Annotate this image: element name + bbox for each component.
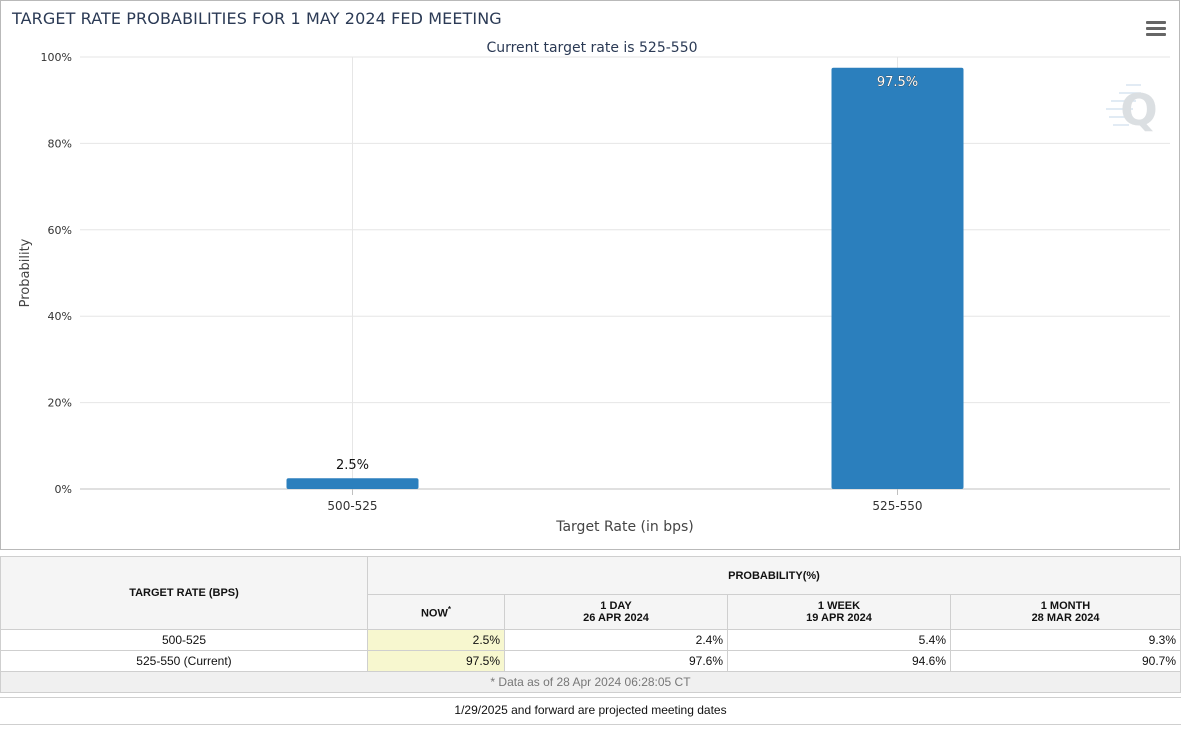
col-now-asterisk: * (447, 604, 451, 614)
bar-chart: Current target rate is 525-550 0% 20% 40% 60… (18, 40, 1170, 535)
row-rate: 500-525 (0, 629, 368, 651)
data-timestamp-note: * Data as of 28 Apr 2024 06:28:05 CT (0, 671, 1181, 693)
col-1day-date: 26 APR 2024 (583, 612, 649, 624)
probability-table: TARGET RATE (BPS) PROBABILITY(%) NOW* 1 … (0, 556, 1181, 693)
chart-subtitle: Current target rate is 525-550 (486, 40, 697, 56)
data-label: 97.5% (877, 75, 918, 90)
target-rate-header: TARGET RATE (BPS) (0, 556, 368, 630)
col-1day-label: 1 DAY (600, 600, 632, 612)
table-row: 525-550 (Current) 97.5% 97.6% 94.6% 90.7… (0, 650, 1181, 672)
chart-title: TARGET RATE PROBABILITIES FOR 1 MAY 2024… (12, 9, 502, 28)
col-1month-header: 1 MONTH 28 MAR 2024 (950, 594, 1181, 630)
col-now-label: NOW (420, 607, 448, 620)
row-1day-value: 97.6% (504, 650, 728, 672)
row-rate: 525-550 (Current) (0, 650, 368, 672)
row-1week-value: 5.4% (727, 629, 951, 651)
col-1week-header: 1 WEEK 19 APR 2024 (727, 594, 951, 630)
row-1month-value: 90.7% (950, 650, 1181, 672)
watermark-letter: Q (1120, 85, 1157, 136)
table-row: 500-525 2.5% 2.4% 5.4% 9.3% (0, 629, 1181, 651)
probability-header: PROBABILITY(%) (367, 556, 1181, 595)
col-1week-date: 19 APR 2024 (806, 612, 872, 624)
hamburger-menu-icon[interactable] (1146, 21, 1166, 37)
x-tick-label: 525-550 (872, 499, 922, 513)
row-now-value: 2.5% (367, 629, 505, 651)
y-tick-label: 100% (41, 51, 72, 64)
col-1month-label: 1 MONTH (1040, 600, 1091, 612)
probability-table-container: TARGET RATE (BPS) PROBABILITY(%) NOW* 1 … (0, 556, 1181, 693)
x-axis-title: Target Rate (in bps) (555, 519, 694, 535)
footnote-row: * Data as of 28 Apr 2024 06:28:05 CT (0, 671, 1181, 693)
col-1month-date: 28 MAR 2024 (1031, 612, 1100, 624)
row-1week-value: 94.6% (727, 650, 951, 672)
row-1day-value: 2.4% (504, 629, 728, 651)
x-tick-label: 500-525 (327, 499, 377, 513)
y-tick-label: 60% (48, 224, 72, 237)
y-axis-title: Probability (18, 238, 33, 307)
row-1month-value: 9.3% (950, 629, 1181, 651)
chart-container: TARGET RATE PROBABILITIES FOR 1 MAY 2024… (0, 0, 1180, 550)
row-now-value: 97.5% (367, 650, 505, 672)
data-label: 2.5% (336, 458, 369, 473)
bar (286, 478, 419, 489)
col-1week-label: 1 WEEK (817, 600, 861, 612)
projected-dates-note: 1/29/2025 and forward are projected meet… (0, 697, 1181, 725)
y-tick-label: 20% (48, 397, 72, 410)
y-tick-label: 40% (48, 310, 72, 323)
col-1day-header: 1 DAY 26 APR 2024 (504, 594, 728, 630)
y-tick-label: 0% (55, 483, 72, 496)
y-tick-label: 80% (48, 137, 72, 150)
watermark-logo: Q (1106, 84, 1158, 136)
bar (831, 67, 964, 490)
col-now-header: NOW* (367, 594, 505, 630)
